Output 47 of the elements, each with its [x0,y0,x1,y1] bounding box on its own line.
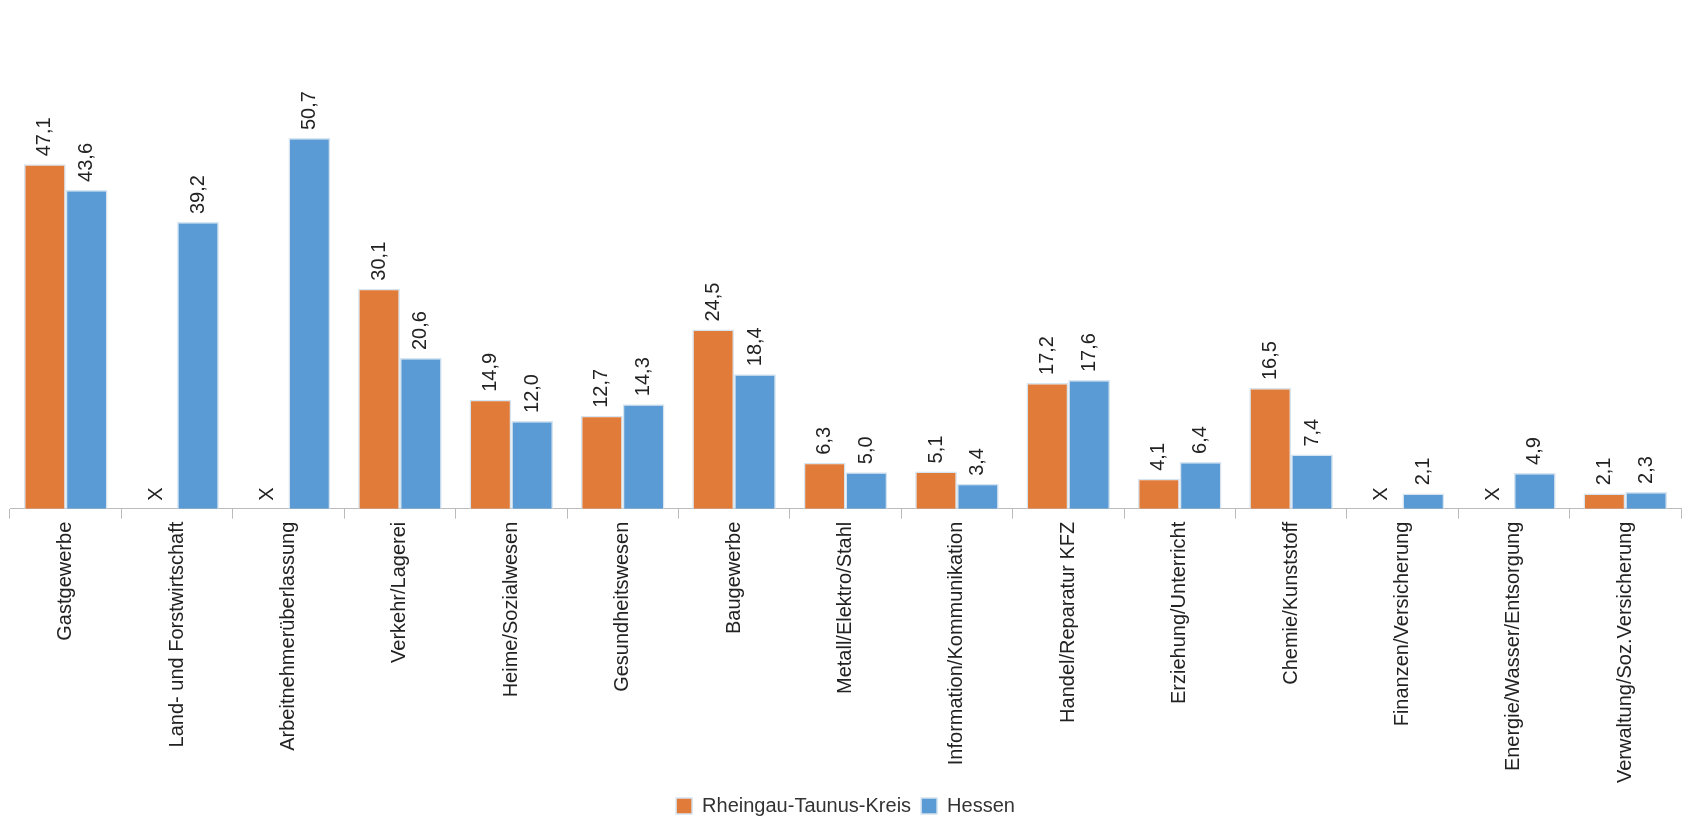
x-tick-label: Metall/Elektro/Stahl [833,521,856,695]
data-label: 2,1 [1591,457,1614,486]
data-label: 12,7 [589,368,612,408]
data-label: 50,7 [296,91,319,130]
text: X [1480,487,1503,501]
x-tick-label: Arbeitnehmerüberlassung [276,521,299,751]
data-label: 14,3 [631,357,654,397]
data-label: 14,9 [477,352,500,392]
x-tick-label: Erziehung/Unterricht [1167,521,1190,705]
data-label: 6,4 [1188,426,1211,454]
data-label: 7,4 [1299,418,1322,447]
data-label: 47,1 [32,117,55,157]
data-label: 4,1 [1146,442,1169,471]
data-label: 24,5 [700,282,723,322]
x-tick-label: Heime/Sozialwesen [498,521,521,698]
data-label: 17,2 [1034,336,1057,375]
data-label: 5,1 [923,435,946,464]
data-label: 30,1 [366,241,389,281]
x-tick-label: Information/Kommunikation [944,521,967,766]
data-label: 12,0 [519,374,542,413]
data-label: 4,9 [1522,437,1545,465]
x-tick-label: Gastgewerbe [53,521,76,641]
x-tick-label: Verwaltung/Soz.Versicherung [1612,521,1635,784]
legend-label: Hessen [947,793,1015,816]
x-tick-label: Handel/Reparatur KFZ [1055,521,1078,723]
data-label: 39,2 [185,175,208,215]
data-label: 20,6 [408,311,431,351]
data-label: 3,4 [965,448,988,476]
data-label: 17,6 [1076,333,1099,373]
text: X [255,487,278,501]
data-label: 2,3 [1633,456,1656,484]
text: X [1369,487,1392,501]
x-tick-label: Land- und Forstwirtschaft [164,521,187,748]
x-tick-label: Finanzen/Versicherung [1390,521,1413,727]
data-label: 6,3 [812,426,835,455]
x-tick-label: Baugewerbe [721,521,744,635]
x-tick-label: Chemie/Kunststoff [1278,521,1301,685]
data-label: 5,0 [853,436,876,465]
data-label: 16,5 [1257,341,1280,381]
x-tick-label: Verkehr/Lagerei [387,521,410,663]
text: X [143,487,166,501]
legend-label: Rheingau-Taunus-Kreis [702,793,912,816]
data-label: 43,6 [74,142,97,182]
x-tick-label: Gesundheitswesen [610,521,633,692]
data-label: 18,4 [742,327,765,367]
x-tick-label: Energie/Wasser/Entsorgung [1501,521,1524,772]
data-label: 2,1 [1410,457,1433,486]
